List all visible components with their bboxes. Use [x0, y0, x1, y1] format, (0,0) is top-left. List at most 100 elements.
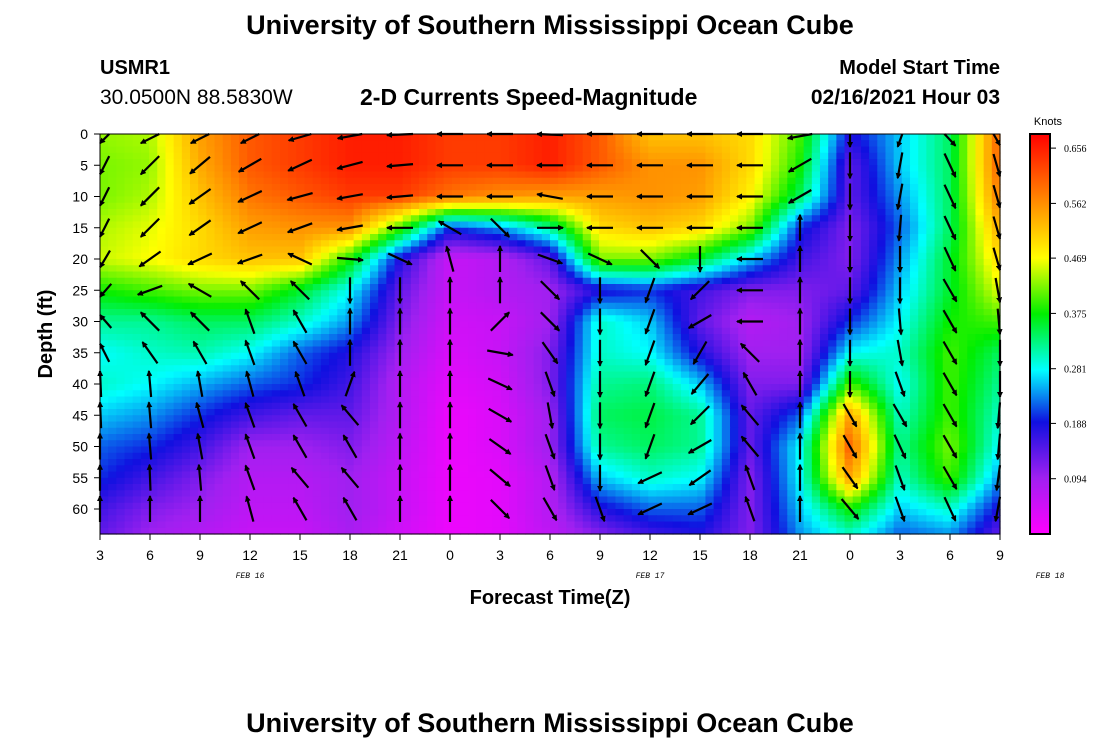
heatmap-cell	[402, 234, 412, 241]
heatmap-cell	[419, 202, 428, 210]
heatmap-cell	[296, 202, 306, 210]
heatmap-cell	[828, 302, 837, 310]
heatmap-cell	[959, 302, 968, 310]
heatmap-cell	[721, 265, 731, 273]
heatmap-cell	[721, 334, 731, 341]
heatmap-cell	[100, 184, 109, 191]
heatmap-cell	[901, 302, 911, 310]
heatmap-cell	[402, 202, 412, 210]
heatmap-cell	[361, 290, 371, 298]
heatmap-cell	[836, 159, 846, 166]
heatmap-cell	[983, 352, 993, 360]
heatmap-cell	[132, 165, 142, 173]
heatmap-cell	[950, 252, 960, 260]
heatmap-cell	[566, 215, 576, 223]
heatmap-cell	[320, 221, 330, 229]
heatmap-cell	[640, 409, 649, 416]
heatmap-cell	[836, 321, 846, 329]
heatmap-cell	[877, 365, 887, 373]
heatmap-cell	[541, 146, 551, 154]
heatmap-cell	[173, 396, 183, 404]
heatmap-cell	[770, 140, 780, 148]
heatmap-cell	[607, 240, 617, 248]
heatmap-cell	[288, 234, 297, 241]
heatmap-cell	[967, 209, 977, 216]
heatmap-cell	[754, 209, 764, 216]
heatmap-cell	[599, 321, 608, 329]
heatmap-cell	[329, 165, 338, 173]
heatmap-cell	[132, 359, 142, 366]
heatmap-cell	[730, 196, 739, 204]
heatmap-cell	[754, 359, 764, 366]
heatmap-cell	[296, 396, 306, 404]
heatmap-cell	[165, 409, 175, 416]
heatmap-cell	[525, 259, 535, 266]
heatmap-cell	[468, 221, 477, 229]
heatmap-cell	[910, 215, 919, 223]
heatmap-cell	[828, 321, 837, 329]
heatmap-cell	[108, 296, 117, 304]
heatmap-cell	[918, 377, 927, 385]
heatmap-cell	[509, 315, 518, 323]
heatmap-cell	[901, 409, 911, 416]
heatmap-cell	[100, 352, 109, 360]
heatmap-cell	[337, 271, 347, 279]
heatmap-cell	[779, 327, 788, 335]
heatmap-cell	[263, 315, 273, 323]
heatmap-cell	[811, 340, 821, 348]
heatmap-cell	[541, 334, 551, 341]
heatmap-cell	[198, 265, 207, 273]
heatmap-cell	[975, 215, 985, 223]
heatmap-cell	[296, 196, 306, 204]
heatmap-cell	[198, 234, 207, 241]
heatmap-cell	[329, 190, 338, 198]
heatmap-cell	[648, 365, 657, 373]
heatmap-cell	[173, 221, 183, 229]
heatmap-cell	[541, 327, 551, 335]
heatmap-cell	[443, 140, 453, 148]
heatmap-cell	[860, 302, 870, 310]
heatmap-cell	[689, 246, 698, 254]
heatmap-cell	[190, 252, 199, 260]
heatmap-cell	[337, 371, 347, 379]
heatmap-cell	[468, 196, 477, 204]
heatmap-cell	[263, 309, 273, 316]
heatmap-cell	[599, 159, 608, 166]
heatmap-cell	[599, 196, 608, 204]
heatmap-cell	[770, 271, 780, 279]
heatmap-cell	[590, 402, 600, 410]
heatmap-cell	[901, 265, 911, 273]
heatmap-cell	[443, 159, 453, 166]
heatmap-cell	[337, 352, 347, 360]
heatmap-cell	[410, 146, 420, 154]
heatmap-cell	[329, 252, 338, 260]
heatmap-cell	[214, 284, 224, 291]
heatmap-cell	[402, 277, 412, 285]
heatmap-cell	[689, 134, 698, 141]
heatmap-cell	[132, 159, 142, 166]
heatmap-cell	[116, 177, 126, 185]
heatmap-cell	[345, 209, 355, 216]
heatmap-cell	[991, 209, 1001, 216]
heatmap-cell	[206, 277, 216, 285]
heatmap-cell	[950, 371, 960, 379]
heatmap-cell	[762, 202, 772, 210]
heatmap-cell	[836, 371, 846, 379]
heatmap-cell	[378, 371, 387, 379]
heatmap-cell	[697, 259, 707, 266]
heatmap-cell	[247, 252, 257, 260]
heatmap-cell	[689, 177, 698, 185]
heatmap-cell	[460, 177, 469, 185]
heatmap-cell	[852, 346, 862, 354]
heatmap-cell	[427, 346, 437, 354]
heatmap-cell	[705, 159, 715, 166]
heatmap-cell	[901, 177, 911, 185]
heatmap-cell	[689, 171, 698, 179]
heatmap-cell	[574, 146, 584, 154]
heatmap-cell	[157, 302, 167, 310]
heatmap-cell	[730, 327, 739, 335]
heatmap-cell	[410, 377, 420, 385]
heatmap-cell	[402, 290, 412, 298]
heatmap-cell	[762, 259, 772, 266]
heatmap-cell	[860, 259, 870, 266]
